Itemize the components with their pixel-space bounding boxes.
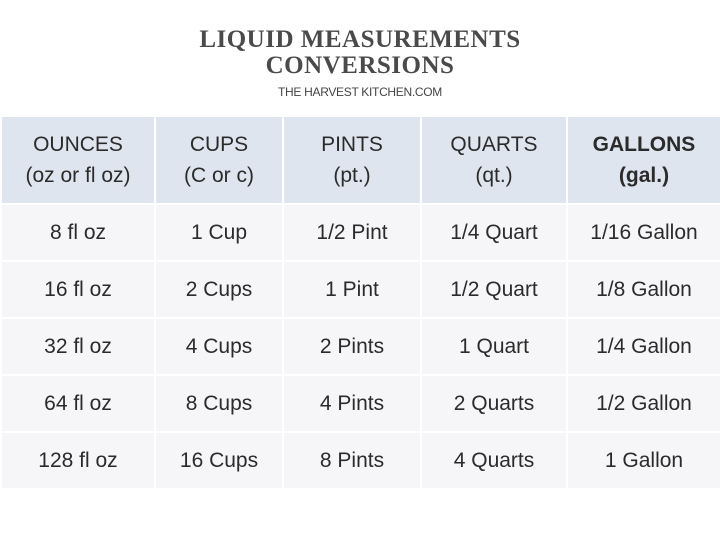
header-cups: CUPS (C or c) — [154, 115, 284, 205]
table-cell: 32 fl oz — [0, 317, 156, 376]
table-cell: 2 Pints — [282, 317, 422, 376]
table-cell: 1 Gallon — [566, 431, 720, 490]
table-row: 16 fl oz 2 Cups 1 Pint 1/2 Quart 1/8 Gallon — [0, 260, 720, 319]
table-cell: 8 Cups — [154, 374, 284, 433]
table-cell: 128 fl oz — [0, 431, 156, 490]
title-line-2: CONVERSIONS — [265, 52, 455, 79]
table-cell: 1 Cup — [154, 203, 284, 262]
table-row: 64 fl oz 8 Cups 4 Pints 2 Quarts 1/2 Gallon — [0, 374, 720, 433]
table-row: 128 fl oz 16 Cups 8 Pints 4 Quarts 1 Gallon — [0, 431, 720, 490]
table-cell: 16 Cups — [154, 431, 284, 490]
table-cell: 8 fl oz — [0, 203, 156, 262]
table-cell: 64 fl oz — [0, 374, 156, 433]
table-cell: 1/16 Gallon — [566, 203, 720, 262]
table-cell: 2 Quarts — [420, 374, 568, 433]
table-cell: 1 Pint — [282, 260, 422, 319]
source-label: THE HARVEST KITCHEN.COM — [277, 85, 442, 99]
table-cell: 1/8 Gallon — [566, 260, 720, 319]
table-cell: 1 Quart — [420, 317, 568, 376]
table-cell: 8 Pints — [282, 431, 422, 490]
conversion-table: OUNCES (oz or fl oz) CUPS (C or c) PINTS (p… — [0, 115, 720, 490]
table-row: 8 fl oz 1 Cup 1/2 Pint 1/4 Quart 1/16 Gallon — [0, 203, 720, 262]
table-cell: 1/2 Pint — [282, 203, 422, 262]
table-row: 32 fl oz 4 Cups 2 Pints 1 Quart 1/4 Gallon — [0, 317, 720, 376]
header-quarts: QUARTS (qt.) — [420, 115, 568, 205]
table-cell: 4 Cups — [154, 317, 284, 376]
table-cell: 1/4 Quart — [420, 203, 568, 262]
table-cell: 1/2 Gallon — [566, 374, 720, 433]
table-cell: 16 fl oz — [0, 260, 156, 319]
header-ounces: OUNCES (oz or fl oz) — [0, 115, 156, 205]
title-line-1: LIQUID MEASUREMENTS — [199, 26, 521, 53]
table-cell: 1/4 Gallon — [566, 317, 720, 376]
header-gallons: GALLONS (gal.) — [566, 115, 720, 205]
header-pints: PINTS (pt.) — [282, 115, 422, 205]
table-cell: 1/2 Quart — [420, 260, 568, 319]
table-cell: 2 Cups — [154, 260, 284, 319]
header-row: OUNCES (oz or fl oz) CUPS (C or c) PINTS (p… — [0, 115, 720, 205]
table-cell: 4 Pints — [282, 374, 422, 433]
table-cell: 4 Quarts — [420, 431, 568, 490]
